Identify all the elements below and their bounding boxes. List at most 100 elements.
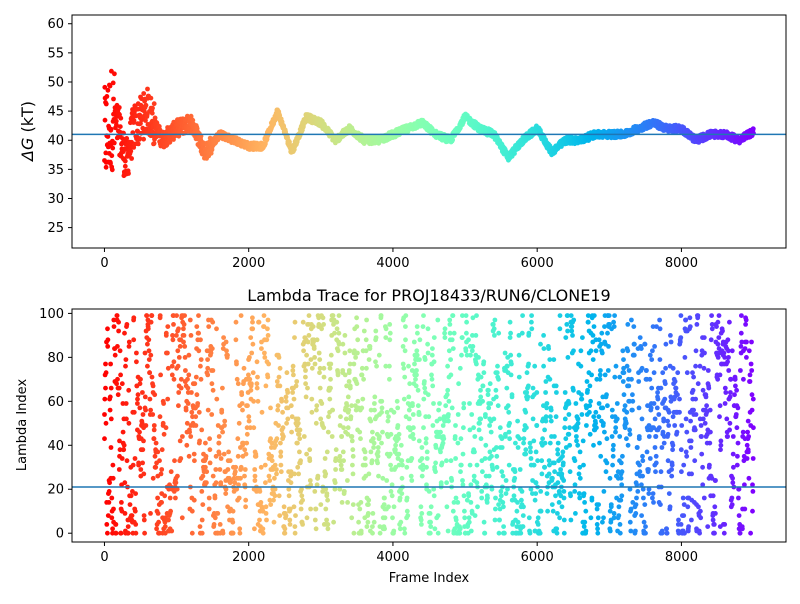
- lambda-point: [421, 397, 426, 402]
- lambda-point: [391, 529, 396, 534]
- lambda-point: [669, 474, 674, 479]
- lambda-point: [495, 364, 500, 369]
- lambda-point: [521, 513, 526, 518]
- lambda-point: [602, 489, 607, 494]
- lambda-point: [345, 403, 350, 408]
- lambda-point: [425, 342, 430, 347]
- lambda-point: [250, 315, 255, 320]
- lambda-point: [461, 452, 466, 457]
- lambda-point: [364, 337, 369, 342]
- lambda-point: [298, 458, 303, 463]
- lambda-point: [625, 364, 630, 369]
- lambda-point: [146, 326, 151, 331]
- lambda-point: [278, 441, 283, 446]
- lambda-point: [524, 425, 529, 430]
- lambda-point: [663, 366, 668, 371]
- delta-g-point: [136, 142, 141, 147]
- lambda-point: [357, 507, 362, 512]
- lambda-point: [638, 469, 643, 474]
- lambda-point: [595, 531, 600, 536]
- lambda-point: [307, 333, 312, 338]
- lambda-point: [437, 401, 442, 406]
- lambda-point: [451, 346, 456, 351]
- lambda-point: [132, 410, 137, 415]
- lambda-point: [105, 344, 110, 349]
- lambda-point: [273, 493, 278, 498]
- delta-g-point: [110, 167, 115, 172]
- lambda-point: [237, 526, 242, 531]
- lambda-point: [562, 531, 567, 536]
- lambda-point: [662, 397, 667, 402]
- lambda-point: [684, 430, 689, 435]
- lambda-point: [117, 386, 122, 391]
- lambda-point: [177, 355, 182, 360]
- lambda-point: [324, 518, 329, 523]
- lambda-point: [595, 522, 600, 527]
- lambda-point: [605, 331, 610, 336]
- lambda-point: [228, 458, 233, 463]
- lambda-point: [534, 390, 539, 395]
- lambda-point: [591, 443, 596, 448]
- lambda-point: [550, 502, 555, 507]
- lambda-point: [385, 410, 390, 415]
- lambda-point: [222, 452, 227, 457]
- lambda-point: [524, 390, 529, 395]
- lambda-point: [580, 335, 585, 340]
- lambda-point: [424, 465, 429, 470]
- lambda-point: [356, 399, 361, 404]
- lambda-point: [292, 472, 297, 477]
- lambda-point: [244, 452, 249, 457]
- lambda-point: [611, 443, 616, 448]
- lambda-point: [400, 463, 405, 468]
- lambda-point: [218, 467, 223, 472]
- lambda-point: [290, 390, 295, 395]
- delta-g-point: [150, 111, 155, 116]
- lambda-point: [637, 406, 642, 411]
- lambda-point: [419, 511, 424, 516]
- lambda-point: [293, 531, 298, 536]
- lambda-point: [655, 390, 660, 395]
- lambda-point: [506, 403, 511, 408]
- lambda-point: [626, 443, 631, 448]
- lambda-point: [593, 410, 598, 415]
- lambda-point: [251, 399, 256, 404]
- lambda-point: [226, 467, 231, 472]
- lambda-point: [571, 348, 576, 353]
- lambda-point: [275, 379, 280, 384]
- lambda-point: [560, 504, 565, 509]
- lambda-point: [442, 331, 447, 336]
- lambda-point: [669, 467, 674, 472]
- lambda-point: [349, 515, 354, 520]
- lambda-point: [431, 401, 436, 406]
- lambda-point: [578, 476, 583, 481]
- lambda-point: [668, 504, 673, 509]
- lambda-point: [313, 362, 318, 367]
- lambda-point: [368, 419, 373, 424]
- lambda-point: [314, 408, 319, 413]
- lambda-point: [441, 436, 446, 441]
- lambda-point: [355, 351, 360, 356]
- lambda-point: [548, 441, 553, 446]
- lambda-point: [109, 445, 114, 450]
- lambda-point: [375, 461, 380, 466]
- lambda-point: [180, 515, 185, 520]
- lambda-point: [608, 529, 613, 534]
- lambda-point: [565, 329, 570, 334]
- lambda-point: [371, 445, 376, 450]
- lambda-point: [243, 498, 248, 503]
- lambda-point: [170, 373, 175, 378]
- lambda-point: [415, 331, 420, 336]
- lambda-point: [283, 526, 288, 531]
- lambda-point: [303, 381, 308, 386]
- lambda-point: [379, 410, 384, 415]
- lambda-point: [226, 450, 231, 455]
- lambda-point: [569, 329, 574, 334]
- lambda-point: [203, 441, 208, 446]
- lambda-point: [330, 408, 335, 413]
- lambda-point: [187, 454, 192, 459]
- lambda-point: [613, 430, 618, 435]
- lambda-point: [341, 458, 346, 463]
- lambda-point: [620, 469, 625, 474]
- lambda-point: [689, 439, 694, 444]
- lambda-point: [178, 439, 183, 444]
